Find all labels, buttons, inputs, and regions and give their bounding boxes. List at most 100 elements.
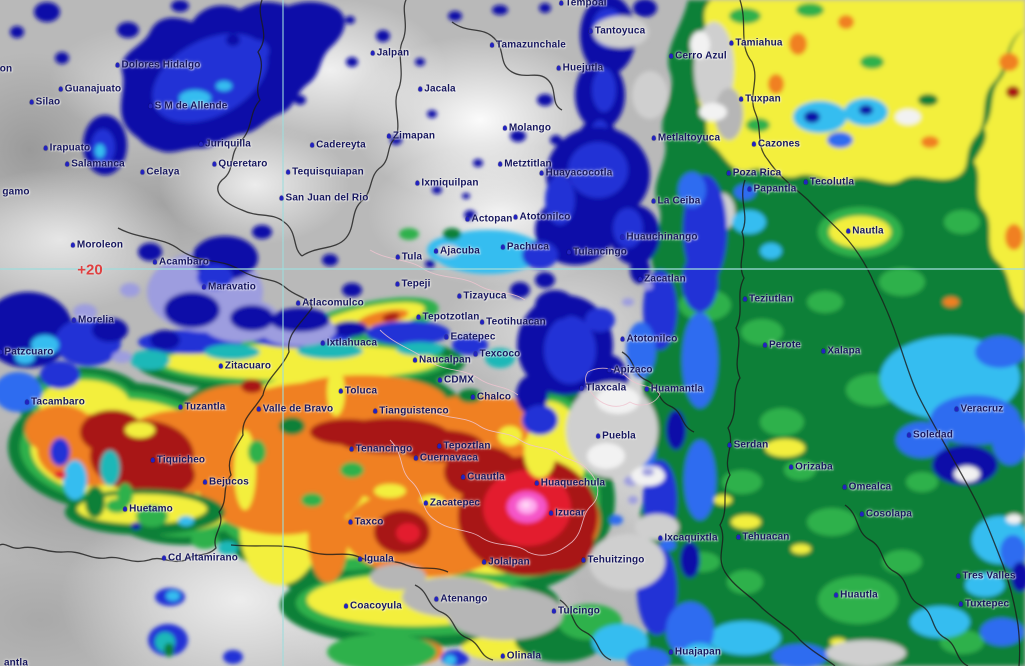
city-label: Acambaro: [152, 256, 210, 268]
city-label: San Juan del Rio: [279, 192, 369, 204]
precip-cell: [544, 316, 596, 384]
city-marker-dot: [651, 135, 656, 141]
precip-cell: [197, 264, 233, 290]
city-marker-dot: [461, 474, 466, 480]
precip-cell: [660, 539, 676, 551]
precip-cell: [741, 319, 783, 345]
boundary-line: [414, 584, 494, 661]
city-label: Morelia: [71, 314, 115, 326]
city-marker-dot: [358, 556, 363, 562]
city-marker-dot: [437, 377, 442, 383]
boundary-line: [719, 179, 836, 666]
city-name: Taxco: [354, 516, 384, 528]
city-name: Tulancingo: [572, 246, 628, 258]
city-marker-dot: [395, 281, 400, 287]
precip-cell: [396, 342, 444, 356]
precip-cell: [789, 33, 807, 55]
precip-cell: [327, 634, 437, 666]
precip-cell: [522, 241, 558, 269]
city-marker-dot: [490, 42, 495, 48]
precip-cell: [437, 245, 459, 257]
precip-cell: [396, 523, 420, 543]
city-marker-dot: [954, 406, 959, 412]
precip-cell: [690, 31, 710, 59]
boundary-line: [379, 329, 519, 396]
precip-cell: [732, 210, 766, 234]
boundary-line: [301, 0, 407, 257]
city-marker-dot: [470, 394, 475, 400]
precip-cell: [50, 438, 70, 466]
precip-cell: [643, 270, 677, 350]
city-label: Toluca: [338, 386, 377, 397]
city-marker-dot: [549, 510, 554, 516]
city-name: Tepoztlan: [443, 440, 491, 452]
city-marker-dot: [434, 596, 439, 602]
precip-cell: [0, 372, 42, 412]
city-name: Valle de Bravo: [262, 403, 334, 415]
precip-cell: [310, 419, 386, 445]
city-marker-dot: [29, 99, 34, 105]
precip-cell: [818, 576, 898, 624]
city-label: Tianguistenco: [373, 406, 449, 417]
city-marker-dot: [212, 161, 217, 167]
precip-cell: [609, 515, 623, 525]
precip-cell: [443, 228, 461, 240]
precip-cell: [179, 90, 211, 106]
precip-cell: [510, 282, 530, 298]
city-label: Jacala: [418, 84, 456, 95]
precip-cell: [896, 422, 948, 458]
city-name: Acambaro: [158, 256, 210, 268]
precip-cell: [709, 621, 781, 655]
city-label: Iguala: [358, 554, 394, 565]
precip-cell: [882, 550, 922, 574]
city-label: Atenango: [434, 594, 488, 605]
precip-cell: [346, 57, 358, 67]
precip-cell: [838, 15, 854, 29]
city-name: Huaquechula: [540, 477, 606, 489]
city-name: Tacambaro: [31, 396, 85, 408]
city-name: Tulcingo: [557, 605, 601, 617]
precip-cell: [944, 210, 980, 234]
precip-cell: [485, 348, 515, 368]
precip-cell: [54, 471, 66, 479]
boundary-line: [621, 351, 695, 433]
city-label: Huetamo: [123, 504, 173, 515]
city-marker-dot: [669, 53, 674, 59]
city-name: Actopan: [471, 213, 513, 225]
precip-cell: [859, 105, 873, 115]
precip-cell: [131, 522, 141, 530]
city-marker-dot: [437, 443, 442, 449]
city-marker-dot: [0, 349, 3, 355]
city-name: Atlacomulco: [302, 297, 364, 309]
city-label: Soledad: [907, 430, 953, 441]
city-marker-dot: [286, 169, 291, 175]
precip-cell: [427, 110, 437, 118]
city-name: Morelia: [77, 314, 115, 326]
precip-cell: [138, 243, 162, 261]
city-label: Orizaba: [789, 462, 833, 473]
precip-cell: [807, 508, 857, 536]
city-name: San Juan del Rio: [285, 192, 369, 204]
city-marker-dot: [907, 432, 912, 438]
city-label: Atotonilco: [513, 212, 571, 223]
precip-cell: [73, 304, 97, 320]
city-name: Tianguistenco: [379, 405, 449, 417]
city-marker-dot: [588, 28, 593, 34]
city-name: CDMX: [443, 374, 475, 386]
precip-cell: [715, 88, 743, 140]
precip-region: [698, 0, 1025, 184]
city-name: Texcoco: [479, 348, 521, 360]
city-marker-dot: [444, 334, 449, 340]
precip-cell: [682, 312, 718, 408]
city-name: antla: [3, 657, 29, 666]
precip-cell: [34, 2, 60, 22]
city-marker-dot: [465, 216, 470, 222]
city-marker-dot: [500, 653, 505, 659]
precip-cell: [1011, 562, 1025, 592]
city-label: Tenancingo: [349, 444, 413, 455]
city-marker-dot: [751, 141, 756, 147]
city-label: Tuzantla: [178, 402, 225, 413]
city-marker-dot: [71, 317, 76, 323]
city-label: Silao: [29, 97, 61, 108]
city-name: Tehuitzingo: [587, 554, 645, 566]
